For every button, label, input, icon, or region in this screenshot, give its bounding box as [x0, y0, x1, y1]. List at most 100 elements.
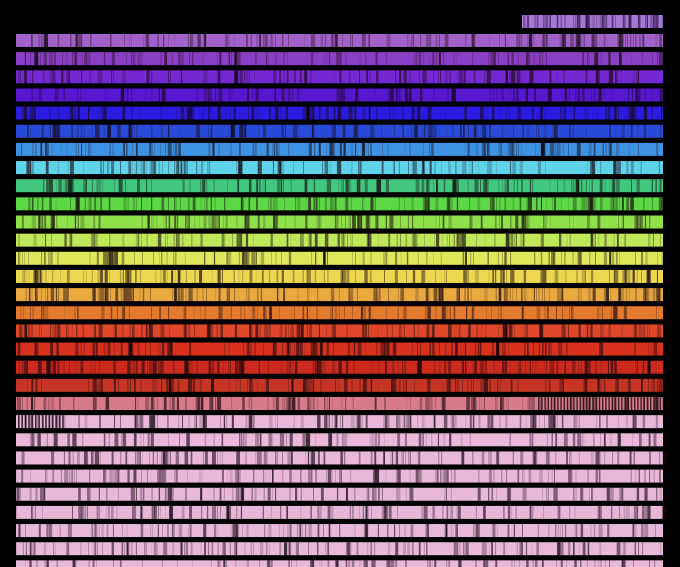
absorption-line: [260, 451, 262, 465]
absorption-line: [585, 70, 587, 84]
absorption-line: [629, 451, 632, 465]
absorption-line: [95, 560, 97, 567]
absorption-line: [522, 469, 523, 483]
absorption-line: [142, 451, 143, 465]
absorption-line: [352, 505, 354, 519]
absorption-line: [230, 524, 232, 538]
absorption-line: [90, 197, 92, 211]
absorption-line: [427, 378, 431, 392]
absorption-line: [557, 397, 559, 410]
absorption-line: [514, 233, 515, 247]
absorption-line: [282, 469, 284, 483]
absorption-line: [652, 52, 653, 66]
absorption-line: [446, 469, 449, 483]
absorption-line: [617, 34, 621, 47]
absorption-line: [76, 124, 78, 138]
absorption-line: [228, 52, 230, 66]
absorption-line: [412, 233, 417, 247]
absorption-line: [477, 487, 481, 501]
absorption-line: [54, 324, 57, 338]
absorption-line: [61, 70, 63, 84]
absorption-line: [258, 124, 259, 138]
absorption-line: [615, 378, 619, 392]
absorption-line: [30, 34, 33, 47]
absorption-line: [417, 451, 421, 465]
absorption-line: [347, 233, 348, 247]
strong-absorption-line: [322, 251, 326, 265]
absorption-line: [587, 469, 589, 483]
absorption-line: [483, 560, 489, 567]
absorption-line: [523, 15, 526, 28]
absorption-line: [409, 142, 411, 156]
absorption-line: [157, 34, 159, 47]
absorption-line: [472, 415, 474, 429]
absorption-line: [585, 197, 587, 211]
absorption-line: [467, 269, 469, 283]
absorption-line: [195, 124, 201, 138]
absorption-line: [519, 360, 521, 374]
absorption-line: [524, 269, 526, 283]
absorption-line: [312, 342, 317, 356]
absorption-line: [360, 306, 364, 320]
absorption-line: [208, 215, 210, 229]
strong-absorption-line: [204, 34, 207, 47]
absorption-line: [103, 469, 106, 483]
absorption-line: [122, 324, 124, 338]
absorption-line: [349, 70, 351, 84]
absorption-line: [286, 233, 289, 247]
absorption-line: [208, 324, 211, 338]
absorption-line: [437, 70, 439, 84]
absorption-line: [549, 360, 554, 374]
absorption-line: [113, 378, 116, 392]
absorption-line: [646, 505, 647, 519]
absorption-line: [224, 542, 226, 556]
absorption-line: [473, 251, 474, 265]
absorption-line: [563, 70, 565, 84]
absorption-line: [648, 433, 649, 447]
absorption-line: [563, 433, 568, 447]
absorption-line: [647, 505, 651, 519]
absorption-line: [418, 433, 422, 447]
absorption-line: [353, 342, 355, 356]
absorption-line: [277, 288, 279, 302]
absorption-line: [403, 324, 405, 338]
absorption-line: [608, 397, 610, 410]
absorption-line: [263, 179, 265, 193]
absorption-line: [621, 324, 623, 338]
absorption-line: [494, 233, 496, 247]
absorption-line: [145, 324, 148, 338]
absorption-line: [68, 233, 71, 247]
absorption-line: [504, 179, 506, 193]
absorption-line: [630, 34, 632, 47]
absorption-line: [658, 469, 661, 483]
absorption-line: [444, 360, 446, 374]
absorption-line: [374, 542, 376, 556]
absorption-line: [545, 161, 546, 175]
absorption-line: [549, 251, 550, 265]
absorption-line: [519, 197, 522, 211]
absorption-line: [253, 233, 254, 247]
absorption-line: [362, 378, 367, 392]
absorption-line: [526, 215, 529, 229]
absorption-line: [352, 397, 354, 410]
absorption-line: [81, 124, 83, 138]
absorption-line: [606, 106, 607, 120]
spectrum-band: [16, 415, 663, 429]
absorption-line: [338, 360, 342, 374]
absorption-line: [597, 215, 601, 229]
absorption-line: [265, 306, 267, 320]
absorption-line: [350, 288, 354, 302]
strong-absorption-line: [240, 197, 243, 211]
absorption-line: [165, 142, 166, 156]
absorption-line: [77, 215, 79, 229]
strong-absorption-line: [180, 542, 183, 556]
absorption-line: [278, 142, 280, 156]
absorption-line: [586, 15, 589, 28]
absorption-line: [449, 70, 452, 84]
absorption-line: [442, 215, 444, 229]
absorption-line: [384, 415, 388, 429]
absorption-line: [421, 161, 423, 175]
absorption-line: [397, 433, 400, 447]
absorption-line: [101, 306, 105, 320]
absorption-line: [244, 70, 246, 84]
